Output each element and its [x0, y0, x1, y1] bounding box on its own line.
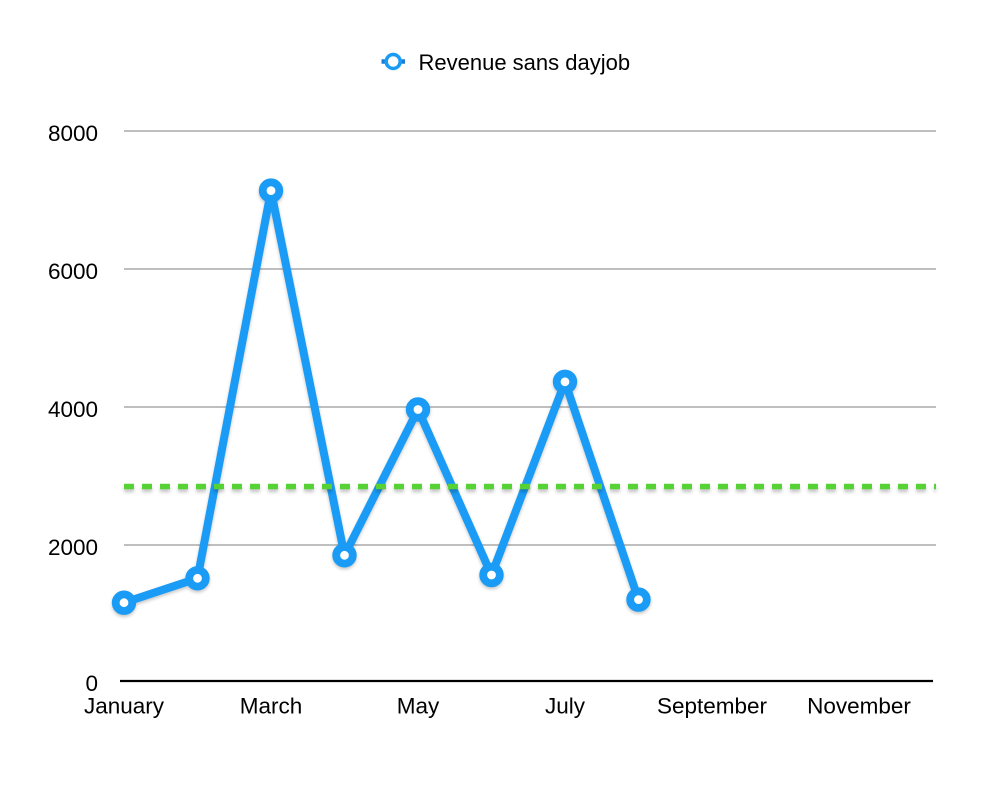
svg-text:4000: 4000: [48, 397, 98, 422]
svg-text:2000: 2000: [48, 535, 98, 560]
svg-text:0: 0: [85, 671, 98, 696]
svg-text:July: July: [545, 694, 586, 719]
svg-text:May: May: [397, 694, 440, 719]
svg-text:Revenue sans dayjob: Revenue sans dayjob: [419, 50, 631, 75]
svg-text:March: March: [240, 694, 303, 719]
svg-text:November: November: [807, 694, 911, 719]
svg-text:8000: 8000: [48, 121, 98, 146]
svg-text:January: January: [84, 694, 165, 719]
svg-text:6000: 6000: [48, 259, 98, 284]
svg-text:September: September: [657, 694, 768, 719]
